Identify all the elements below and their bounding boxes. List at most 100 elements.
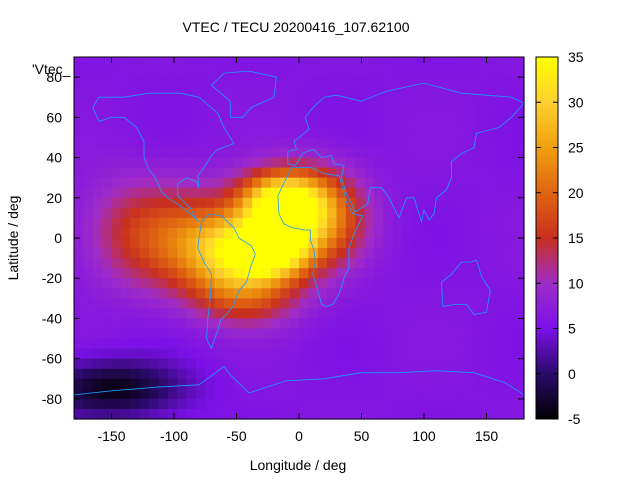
- heatmap-cell: [158, 338, 169, 350]
- heatmap-cell: [158, 398, 169, 410]
- heatmap-cell: [74, 328, 84, 340]
- heatmap-cell: [477, 147, 488, 159]
- heatmap-cell: [195, 298, 206, 309]
- heatmap-cell: [74, 197, 84, 209]
- heatmap-cell: [308, 368, 319, 380]
- heatmap-cell: [83, 167, 94, 179]
- heatmap-cell: [242, 227, 253, 239]
- heatmap-cell: [149, 368, 159, 380]
- heatmap-cell: [149, 268, 159, 279]
- heatmap-cell: [74, 318, 84, 330]
- heatmap-cell: [505, 268, 516, 279]
- heatmap-cell: [439, 77, 450, 88]
- y-tick-label: 60: [46, 109, 62, 125]
- heatmap-cell: [242, 318, 253, 330]
- heatmap-cell: [205, 217, 216, 229]
- heatmap-cell: [495, 187, 506, 199]
- heatmap-cell: [130, 388, 141, 400]
- heatmap-cell: [186, 288, 197, 299]
- heatmap-cell: [186, 298, 197, 309]
- heatmap-cell: [205, 127, 216, 139]
- heatmap-cell: [92, 378, 103, 390]
- heatmap-cell: [252, 358, 263, 370]
- heatmap-cell: [149, 378, 159, 390]
- heatmap-cell: [430, 358, 441, 370]
- heatmap-cell: [308, 157, 319, 169]
- heatmap-cell: [505, 177, 516, 189]
- heatmap-cell: [514, 248, 525, 259]
- heatmap-cell: [411, 248, 422, 259]
- heatmap-cell: [167, 278, 178, 289]
- heatmap-cell: [430, 408, 441, 420]
- heatmap-cell: [195, 57, 206, 68]
- heatmap-cell: [289, 217, 300, 229]
- heatmap-cell: [205, 318, 216, 330]
- heatmap-cell: [514, 348, 525, 360]
- heatmap-cell: [392, 398, 403, 410]
- heatmap-cell: [495, 298, 506, 309]
- heatmap-cell: [149, 177, 159, 189]
- heatmap-cell: [411, 358, 422, 370]
- heatmap-cell: [270, 177, 281, 189]
- heatmap-cell: [336, 97, 347, 108]
- heatmap-cell: [270, 298, 281, 309]
- heatmap-cell: [317, 318, 328, 330]
- heatmap-cell: [327, 127, 338, 139]
- heatmap-cell: [449, 227, 459, 239]
- heatmap-cell: [102, 137, 113, 149]
- heatmap-cell: [195, 258, 206, 269]
- heatmap-cell: [120, 368, 131, 380]
- heatmap-cell: [120, 217, 131, 229]
- heatmap-cell: [411, 217, 422, 229]
- heatmap-cell: [505, 388, 516, 400]
- heatmap-cell: [205, 378, 216, 390]
- heatmap-cell: [149, 77, 159, 88]
- heatmap-cell: [102, 197, 113, 209]
- x-axis-label: Longitude / deg: [250, 457, 347, 473]
- heatmap-cell: [495, 378, 506, 390]
- heatmap-cell: [252, 298, 263, 309]
- heatmap-cell: [261, 268, 272, 279]
- heatmap-cell: [495, 87, 506, 98]
- heatmap-cell: [177, 298, 188, 309]
- heatmap-cell: [120, 157, 131, 169]
- heatmap-cell: [224, 107, 234, 118]
- heatmap-cell: [467, 378, 478, 390]
- y-tick-label: -60: [42, 351, 62, 367]
- heatmap-cell: [495, 248, 506, 259]
- heatmap-cell: [467, 288, 478, 299]
- heatmap-cell: [270, 308, 281, 320]
- heatmap-cell: [364, 368, 375, 380]
- heatmap-cell: [120, 187, 131, 199]
- heatmap-cell: [486, 187, 497, 199]
- heatmap-cell: [458, 288, 469, 299]
- heatmap-cell: [411, 97, 422, 108]
- heatmap-cell: [486, 177, 497, 189]
- heatmap-cell: [186, 157, 197, 169]
- heatmap-cell: [392, 217, 403, 229]
- heatmap-cell: [317, 398, 328, 410]
- heatmap-cell: [430, 207, 441, 219]
- heatmap-cell: [336, 318, 347, 330]
- heatmap-cell: [280, 308, 291, 320]
- heatmap-cell: [420, 197, 431, 209]
- heatmap-cell: [252, 97, 263, 108]
- heatmap-cell: [261, 57, 272, 68]
- heatmap-cell: [392, 368, 403, 380]
- heatmap-cell: [252, 288, 263, 299]
- heatmap-cell: [383, 107, 394, 118]
- heatmap-cell: [205, 97, 216, 108]
- heatmap-cell: [120, 117, 131, 128]
- heatmap-cell: [327, 268, 338, 279]
- heatmap-cell: [299, 238, 309, 249]
- heatmap-cell: [514, 157, 525, 169]
- heatmap-cell: [186, 207, 197, 219]
- heatmap-cell: [392, 147, 403, 159]
- heatmap-cell: [505, 298, 516, 309]
- heatmap-cell: [252, 197, 263, 209]
- heatmap-cell: [83, 408, 94, 420]
- heatmap-cell: [514, 408, 525, 420]
- heatmap-cell: [411, 127, 422, 139]
- heatmap-cells: [74, 57, 525, 420]
- heatmap-cell: [355, 177, 366, 189]
